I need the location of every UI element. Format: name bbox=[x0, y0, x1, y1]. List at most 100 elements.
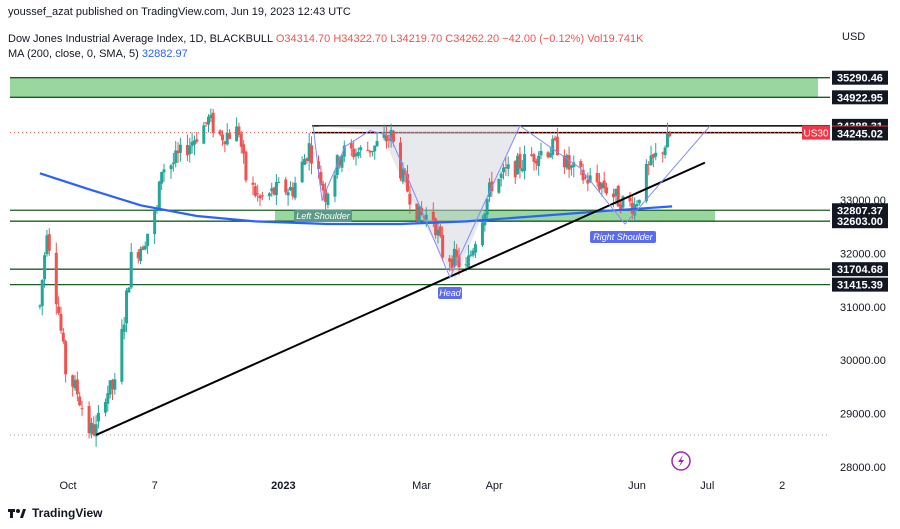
candle-body bbox=[61, 332, 65, 342]
y-tick-label: 31000.00 bbox=[840, 302, 886, 314]
candle-body bbox=[562, 155, 566, 168]
candle-body bbox=[534, 160, 538, 164]
candle-body bbox=[370, 151, 374, 153]
publish-info: youssef_azat published on TradingView.co… bbox=[8, 6, 351, 18]
candle-body bbox=[57, 306, 61, 314]
candle-body bbox=[237, 126, 241, 136]
candle-body bbox=[598, 181, 602, 190]
ma-line bbox=[39, 172, 673, 226]
candle-body bbox=[160, 171, 164, 184]
candle-body bbox=[71, 375, 75, 387]
candle-body bbox=[333, 175, 337, 197]
ohlc-close: C34262.20 bbox=[445, 33, 500, 45]
candle-body bbox=[382, 134, 386, 139]
candle-body bbox=[307, 143, 311, 162]
zone-rect-1 bbox=[275, 210, 715, 222]
candle-body bbox=[40, 279, 44, 306]
candle-body bbox=[286, 192, 290, 196]
candle-body bbox=[579, 161, 583, 167]
currency-label[interactable]: USD bbox=[842, 31, 866, 43]
candle-body bbox=[300, 161, 304, 183]
candle-body bbox=[272, 187, 276, 195]
candle-body bbox=[127, 287, 131, 293]
candle-body bbox=[651, 154, 655, 158]
candle-body bbox=[125, 290, 129, 324]
candle-body bbox=[319, 172, 323, 185]
candle-body bbox=[663, 147, 667, 156]
candle-body bbox=[80, 408, 84, 410]
candle-body bbox=[305, 158, 309, 161]
candle-body bbox=[326, 193, 330, 206]
candle-body bbox=[209, 114, 213, 118]
candle-body bbox=[185, 145, 189, 156]
candle-body bbox=[450, 258, 454, 268]
candle-body bbox=[45, 235, 49, 255]
candle-body bbox=[204, 122, 208, 124]
candle-body bbox=[228, 133, 232, 139]
candle-body bbox=[38, 305, 42, 307]
candle-body bbox=[239, 133, 243, 147]
candle-body bbox=[225, 132, 229, 145]
candle-body bbox=[595, 173, 599, 183]
candle-body bbox=[267, 193, 271, 197]
symbol-name: Dow Jones Industrial Average Index, 1D, … bbox=[8, 33, 273, 45]
candle-body bbox=[293, 182, 297, 198]
candle-body bbox=[244, 151, 248, 181]
candle-body bbox=[122, 324, 126, 332]
candle-body bbox=[434, 218, 438, 236]
ohlc-high: H34322.70 bbox=[333, 33, 388, 45]
pattern-label-2: Right Shoulder bbox=[593, 232, 654, 242]
candle-body bbox=[317, 161, 321, 169]
hs-pattern-line bbox=[312, 125, 711, 279]
price-level-bg bbox=[832, 90, 888, 105]
x-tick-label: Jun bbox=[628, 480, 646, 492]
candle-body bbox=[129, 252, 133, 288]
candle-body bbox=[600, 183, 604, 189]
pattern-label-0: Left Shoulder bbox=[296, 211, 351, 221]
candle-body bbox=[621, 196, 625, 208]
candle-body bbox=[506, 164, 510, 169]
candle-body bbox=[202, 125, 206, 144]
lightning-bolt-icon bbox=[678, 455, 684, 467]
candle-body bbox=[530, 154, 534, 156]
candle-body bbox=[548, 153, 552, 158]
candle-body bbox=[59, 313, 63, 331]
candle-body bbox=[502, 167, 506, 173]
candle-body bbox=[302, 159, 306, 165]
candle-body bbox=[518, 154, 522, 169]
candle-body bbox=[546, 152, 550, 157]
candle-body bbox=[565, 155, 569, 168]
chart-legend: Dow Jones Industrial Average Index, 1D, … bbox=[8, 32, 643, 62]
candle-body bbox=[539, 150, 543, 156]
candle-body bbox=[637, 199, 641, 204]
candle-body bbox=[635, 204, 639, 207]
candle-body bbox=[366, 149, 370, 151]
price-level-bg bbox=[832, 203, 888, 218]
candle-body bbox=[174, 150, 178, 163]
candle-body bbox=[176, 150, 180, 154]
symbol-tag: US30 bbox=[803, 129, 828, 140]
price-level-label: 35290.46 bbox=[837, 73, 883, 85]
candle-body bbox=[466, 255, 470, 268]
candle-body bbox=[188, 145, 192, 155]
candle-body bbox=[108, 380, 112, 395]
candle-body bbox=[94, 424, 98, 437]
price-level-label: 31704.68 bbox=[837, 264, 883, 276]
candle-body bbox=[206, 116, 210, 125]
x-tick-label: 2 bbox=[779, 480, 785, 492]
candle-body bbox=[406, 174, 410, 192]
ma-value: 32882.97 bbox=[141, 48, 188, 60]
candle-body bbox=[647, 164, 651, 166]
pattern-shade bbox=[313, 125, 520, 281]
candle-body bbox=[223, 141, 227, 145]
candle-body bbox=[586, 179, 590, 184]
candle-body bbox=[408, 193, 412, 205]
candle-body bbox=[616, 185, 620, 207]
candle-body bbox=[54, 252, 58, 305]
candle-body bbox=[141, 246, 145, 251]
candle-body bbox=[89, 422, 93, 434]
candle-body bbox=[516, 155, 520, 175]
candle-body bbox=[553, 137, 557, 140]
candle-body bbox=[368, 150, 372, 153]
